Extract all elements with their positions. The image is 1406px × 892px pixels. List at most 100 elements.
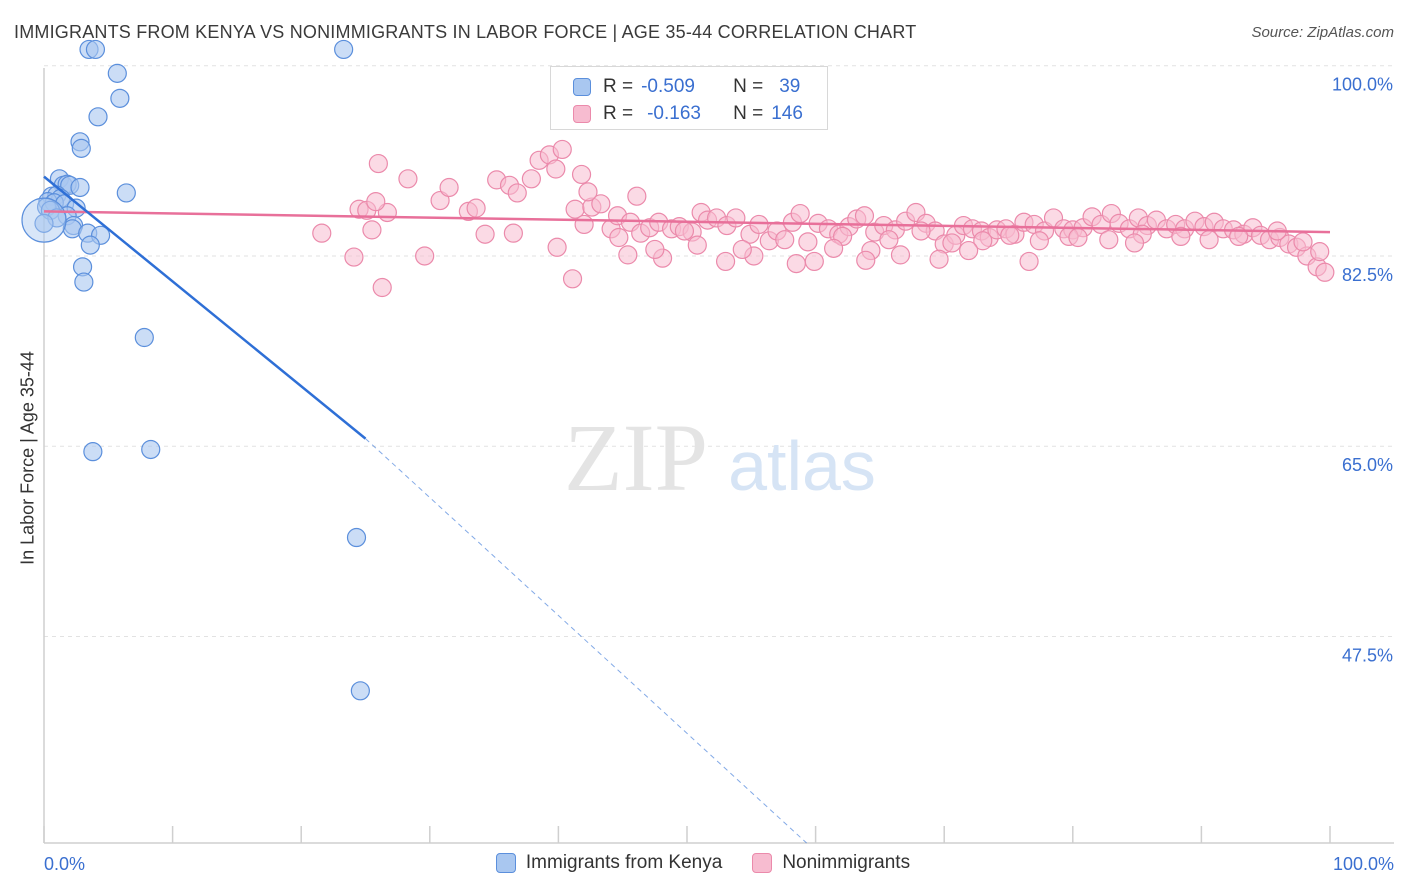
nonimmigrants-swatch-icon xyxy=(752,853,773,873)
nonimmigrants-point xyxy=(879,230,899,250)
y-tick-label: 82.5% xyxy=(1342,265,1393,285)
nonimmigrants-point xyxy=(1099,230,1119,250)
y-tick-label: 47.5% xyxy=(1342,645,1393,665)
x-tick-label: 0.0% xyxy=(44,854,85,874)
source-credit: Source: ZipAtlas.com xyxy=(1251,24,1394,41)
y-tick-label: 100.0% xyxy=(1332,75,1393,95)
nonimmigrants-point xyxy=(552,139,572,160)
n-label: N = xyxy=(733,76,764,97)
nonimmigrants-point xyxy=(775,230,795,250)
nonimmigrants-point xyxy=(344,247,364,267)
stats-row-nonimmigrants: R = -0.163 N = 146 xyxy=(573,102,803,126)
n-label: N = xyxy=(733,103,764,124)
nonimmigrants-point xyxy=(1068,227,1088,248)
nonimmigrants-point xyxy=(439,177,459,198)
kenya-point xyxy=(71,138,91,158)
nonimmigrants-point xyxy=(430,190,450,211)
nonimmigrants-point xyxy=(547,237,567,257)
nonimmigrants-swatch-icon xyxy=(573,105,591,123)
nonimmigrants-point xyxy=(366,192,386,212)
nonimmigrants-point xyxy=(973,231,993,251)
nonimmigrants-point xyxy=(562,269,583,289)
r-label: R = xyxy=(603,76,634,97)
stats-box: R = -0.509 N = 39 R = -0.163 N = 146 xyxy=(550,66,828,130)
nonimmigrants-point xyxy=(1029,231,1049,251)
nonimmigrants-point xyxy=(856,250,876,270)
legend-label: Nonimmigrants xyxy=(782,852,911,873)
kenya-point xyxy=(107,63,127,83)
kenya-points xyxy=(21,39,370,701)
chart-title: IMMIGRANTS FROM KENYA VS NONIMMIGRANTS I… xyxy=(14,22,917,42)
nonimmigrants-point xyxy=(1124,233,1145,253)
kenya-point xyxy=(85,39,106,60)
kenya-point xyxy=(21,197,67,243)
nonimmigrants-point xyxy=(1293,232,1313,252)
kenya-point xyxy=(83,442,103,462)
nonimmigrants-point xyxy=(732,239,752,260)
legend: Immigrants from Kenya Nonimmigrants xyxy=(0,852,1406,874)
kenya-point xyxy=(134,327,154,348)
legend-item-kenya[interactable]: Immigrants from Kenya xyxy=(495,852,722,874)
kenya-point xyxy=(350,681,370,701)
nonimmigrants-point xyxy=(1000,225,1020,245)
kenya-point xyxy=(141,439,161,460)
nonimmigrants-point xyxy=(726,208,746,228)
x-tick-label: 100.0% xyxy=(1333,854,1394,874)
tick-labels: 100.0% 82.5% 65.0% 47.5% 0.0% 100.0% xyxy=(44,75,1394,874)
nonimmigrants-point xyxy=(398,169,418,189)
nonimmigrants-point xyxy=(372,277,392,298)
kenya-point xyxy=(334,39,354,60)
nonimmigrants-point xyxy=(578,182,598,202)
kenya-point xyxy=(88,107,108,127)
nonimmigrants-point xyxy=(798,232,818,252)
nonimmigrants-point xyxy=(1315,262,1335,282)
nonimmigrants-point xyxy=(1019,251,1039,272)
nonimmigrants-point xyxy=(1199,230,1219,250)
nonimmigrants-point xyxy=(824,238,844,258)
n-value: 39 xyxy=(779,76,801,97)
nonimmigrants-point xyxy=(959,240,979,261)
kenya-point xyxy=(110,88,130,108)
nonimmigrants-point xyxy=(475,224,495,244)
r-value: -0.163 xyxy=(647,103,701,124)
nonimmigrants-point xyxy=(591,194,611,214)
kenya-point xyxy=(70,177,90,198)
nonimmigrants-point xyxy=(1171,226,1191,247)
nonimmigrants-point xyxy=(521,169,541,189)
watermark-zip: ZIP xyxy=(564,404,708,511)
grid-lines xyxy=(44,65,1394,637)
kenya-trend-line xyxy=(43,175,367,440)
nonimmigrants-point xyxy=(546,159,566,179)
nonimmigrants-point xyxy=(1310,242,1330,262)
nonimmigrants-point xyxy=(507,183,527,203)
watermark-atlas: atlas xyxy=(728,427,876,505)
axes xyxy=(43,68,1394,844)
nonimmigrants-point xyxy=(503,223,523,243)
nonimmigrants-point xyxy=(749,214,769,235)
nonimmigrants-point xyxy=(571,164,592,185)
watermark: ZIP atlas xyxy=(564,404,876,511)
n-value: 146 xyxy=(771,103,803,124)
r-label: R = xyxy=(603,103,634,124)
nonimmigrants-point xyxy=(929,249,949,269)
kenya-point xyxy=(346,527,367,548)
kenya-point xyxy=(34,213,54,233)
nonimmigrants-point xyxy=(687,235,707,255)
kenya-swatch-icon xyxy=(495,853,516,873)
nonimmigrants-point xyxy=(786,253,806,274)
nonimmigrants-point xyxy=(466,198,486,218)
nonimmigrants-point xyxy=(804,251,824,272)
kenya-trend-extension xyxy=(365,438,807,844)
legend-item-nonimmigrants[interactable]: Nonimmigrants xyxy=(752,852,910,874)
nonimmigrants-point xyxy=(942,233,962,253)
nonimmigrants-point xyxy=(415,246,435,266)
kenya-point xyxy=(74,272,94,292)
nonimmigrants-point xyxy=(790,203,810,224)
nonimmigrants-point xyxy=(618,245,638,265)
kenya-point xyxy=(80,235,100,255)
nonimmigrants-point xyxy=(645,239,665,260)
nonimmigrants-point xyxy=(362,220,382,240)
nonimmigrants-point xyxy=(674,221,695,241)
nonimmigrants-point xyxy=(715,251,736,272)
